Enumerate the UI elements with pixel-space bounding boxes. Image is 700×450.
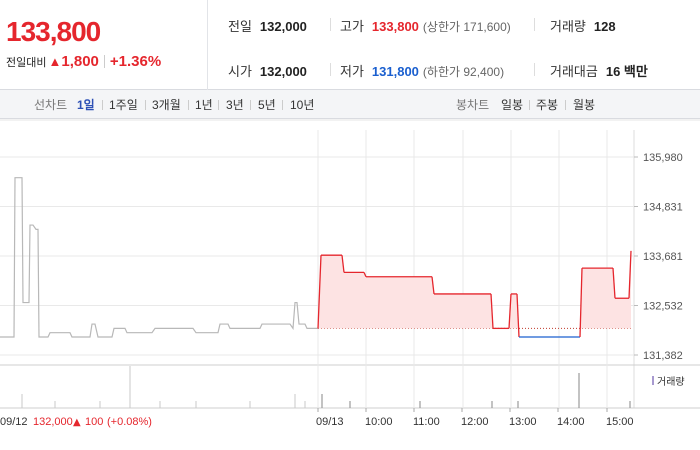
change-label: 전일대비 [6,56,47,69]
today-line-segment [363,272,367,277]
divider [534,63,535,76]
volume-swatch [652,376,654,385]
tab-weekly[interactable]: 주봉 [536,98,559,112]
last-close-pct: (+0.08%) [107,416,152,428]
tab-daily[interactable]: 일봉 [501,98,524,112]
area-fill [318,250,631,329]
divider [529,100,530,110]
stat-value: 132,000 [259,64,307,79]
stat-label: 거래량 [550,19,586,34]
divider [218,100,219,110]
stat-open: 시가 132,000 [228,61,307,80]
stat-prev-close: 전일 132,000 [228,16,307,35]
stat-value: 16 백만 [605,64,648,79]
current-price: 133,800 [6,16,101,47]
today-line-segment [317,255,322,329]
today-line-segment [628,250,632,299]
divider [534,18,535,31]
y-tick-label: 135,980 [643,152,683,164]
up-triangle-icon: ▲ [73,417,81,428]
tab-3y[interactable]: 3년 [226,98,244,112]
divider [188,100,189,110]
today-line-segment [341,255,345,273]
divider [103,55,105,68]
y-tick-label: 131,382 [643,350,683,362]
price-box: 133,800 전일대비 ▲ 1,800 +1.36% [0,0,208,90]
last-close-change: 100 [85,416,103,428]
y-tick-label: 133,681 [643,251,683,263]
stat-value: 132,000 [259,19,307,34]
stat-sub: (상한가 171,600) [422,20,511,34]
x-tick-label: 12:00 [461,416,489,428]
divider [145,100,146,110]
today-line-segment [579,268,583,338]
x-tick-label: 09/13 [316,416,344,428]
stat-value: 131,800 [371,64,419,79]
prev-day-line [0,177,318,338]
tab-3m[interactable]: 3개월 [152,98,181,112]
chart-tab-bar: 선차트 1일 1주일 3개월 1년 3년 5년 10년 봉차트 일봉 주봉 월봉 [0,90,700,119]
today-line-segment [431,276,435,295]
x-tick-label: 11:00 [413,416,440,428]
divider [250,100,251,110]
stat-label: 고가 [340,19,364,34]
x-tick-label: 10:00 [365,416,393,428]
divider [565,100,566,110]
x-tick-label: 09/12 [0,416,28,428]
tab-1w[interactable]: 1주일 [109,98,138,112]
divider [330,63,331,76]
volume-legend: 거래량 [652,373,685,388]
last-close-price: 132,000 [33,416,73,428]
stat-label: 전일 [228,19,252,34]
tab-monthly[interactable]: 월봉 [573,98,596,112]
x-tick-label: 14:00 [557,416,585,428]
tab-1d[interactable]: 1일 [77,98,95,112]
stat-low: 저가 131,800 (하한가 92,400) [340,61,504,80]
tab-1y[interactable]: 1년 [195,98,213,112]
line-chart-heading: 선차트 [34,98,68,112]
today-line-segment [508,293,512,329]
stat-value: 133,800 [371,19,419,34]
divider [282,100,283,110]
today-line-segment [490,293,494,329]
y-tick-label: 132,532 [643,301,683,313]
stat-label: 시가 [228,64,252,79]
candle-chart-heading: 봉차트 [456,98,490,112]
divider [330,18,331,31]
today-line-segment [516,293,520,338]
y-tick-label: 134,831 [643,202,683,214]
tab-10y[interactable]: 10년 [290,98,315,112]
stat-turnover: 거래대금 16 백만 [550,61,648,80]
today-line-segment [612,268,616,299]
quote-header: 133,800 전일대비 ▲ 1,800 +1.36% 전일 132,000 고… [0,0,700,90]
x-tick-label: 13:00 [509,416,537,428]
change-percent: +1.36% [109,53,162,70]
change-value: 1,800 [61,53,99,70]
change-row: 전일대비 ▲ 1,800 +1.36% [6,53,161,70]
up-triangle-icon: ▲ [48,54,62,69]
stat-label: 저가 [340,64,364,79]
stat-sub: (하한가 92,400) [422,65,505,79]
volume-legend-label: 거래량 [657,377,685,388]
stat-label: 거래대금 [550,64,598,79]
divider [102,100,103,110]
stat-value: 128 [593,19,616,34]
tab-5y[interactable]: 5년 [258,98,276,112]
stats-panel: 전일 132,000 고가 133,800 (상한가 171,600) 거래량 … [208,0,700,90]
stat-volume: 거래량 128 [550,16,616,35]
x-tick-label: 15:00 [606,416,634,428]
stat-high: 고가 133,800 (상한가 171,600) [340,16,511,35]
